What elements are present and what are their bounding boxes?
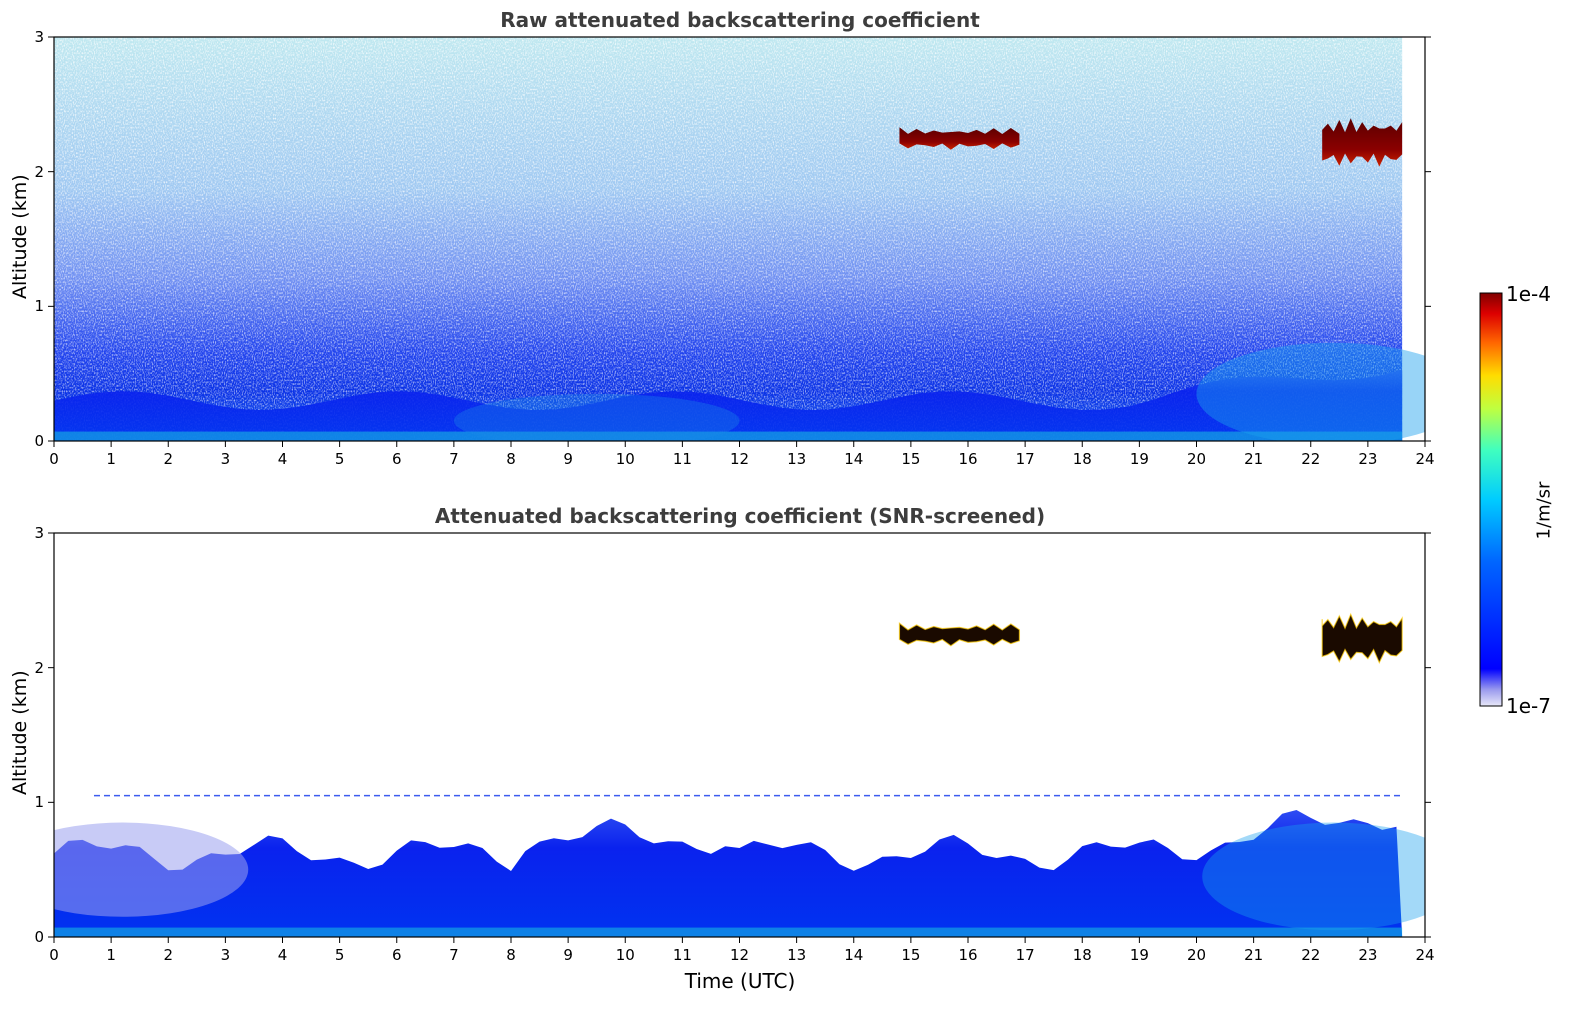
raw-noise-speckle xyxy=(54,37,1403,441)
x-tick-label: 4 xyxy=(277,946,288,964)
y-tick-label: 2 xyxy=(34,658,44,677)
aerosol-plume xyxy=(1196,342,1425,441)
x-tick-label: 5 xyxy=(334,946,345,964)
x-tick-label: 5 xyxy=(334,450,345,468)
screened-y-axis-label: Altitude (km) xyxy=(9,670,31,795)
x-tick-label: 21 xyxy=(1244,946,1264,964)
x-tick-label: 0 xyxy=(49,450,59,468)
x-tick-label: 12 xyxy=(729,946,750,964)
y-tick-label: 3 xyxy=(34,28,44,46)
aerosol-plume xyxy=(54,822,249,917)
x-tick-label: 19 xyxy=(1129,450,1149,468)
x-tick-label: 23 xyxy=(1358,450,1378,468)
x-tick-label: 18 xyxy=(1072,450,1092,468)
x-tick-label: 3 xyxy=(220,946,231,964)
x-tick-label: 8 xyxy=(506,946,516,964)
x-tick-label: 13 xyxy=(787,450,807,468)
x-tick-label: 10 xyxy=(615,946,635,964)
x-tick-label: 10 xyxy=(615,450,635,468)
colorbar-min-label: 1e-7 xyxy=(1506,694,1551,718)
screened-panel xyxy=(48,532,1431,943)
cloud-layer xyxy=(899,127,1020,150)
x-tick-label: 22 xyxy=(1301,450,1321,468)
x-tick-label: 24 xyxy=(1415,450,1435,468)
aerosol-plume xyxy=(1202,822,1425,931)
x-tick-label: 15 xyxy=(901,450,921,468)
boundary-layer-layer xyxy=(54,369,1403,441)
x-tick-label: 6 xyxy=(391,946,402,964)
boundary-layer-layer xyxy=(54,810,1403,937)
x-tick-label: 8 xyxy=(506,450,516,468)
x-tick-label: 0 xyxy=(49,946,59,964)
x-tick-label: 3 xyxy=(220,450,231,468)
x-tick-label: 15 xyxy=(901,946,921,964)
y-tick-label: 3 xyxy=(34,524,44,542)
x-tick-label: 19 xyxy=(1129,946,1149,964)
y-tick-label: 1 xyxy=(34,793,44,812)
cloud-layer xyxy=(899,623,1020,646)
y-tick-label: 1 xyxy=(34,297,44,316)
x-tick-label: 7 xyxy=(449,450,459,468)
x-tick-label: 2 xyxy=(163,946,174,964)
x-tick-label: 9 xyxy=(563,450,573,468)
x-tick-label: 16 xyxy=(958,450,978,468)
raw-panel xyxy=(48,36,1431,447)
x-tick-label: 11 xyxy=(672,946,692,964)
surface-layer xyxy=(54,431,1403,441)
x-tick-label: 12 xyxy=(729,450,750,468)
raw-y-axis-label: Altitude (km) xyxy=(9,174,31,299)
colorbar-max-label: 1e-4 xyxy=(1506,282,1551,306)
x-tick-label: 6 xyxy=(391,450,402,468)
colorbar xyxy=(1479,292,1503,707)
x-tick-label: 13 xyxy=(787,946,807,964)
x-tick-label: 7 xyxy=(449,946,459,964)
y-tick-label: 2 xyxy=(34,162,44,181)
x-tick-label: 17 xyxy=(1015,450,1035,468)
x-tick-label: 23 xyxy=(1358,946,1378,964)
x-tick-label: 9 xyxy=(563,946,573,964)
raw-ticks xyxy=(48,36,1431,447)
x-tick-label: 14 xyxy=(844,450,864,468)
x-tick-label: 2 xyxy=(163,450,174,468)
raw-backscatter-heatmap xyxy=(54,37,1425,441)
colorbar-gradient xyxy=(1479,292,1503,707)
x-tick-label: 16 xyxy=(958,946,978,964)
x-tick-label: 4 xyxy=(277,450,288,468)
y-tick-label: 0 xyxy=(34,432,44,450)
x-axis-label: Time (UTC) xyxy=(684,969,796,993)
screened-ticks xyxy=(48,532,1431,943)
y-tick-label: 0 xyxy=(34,928,44,946)
screened-backscatter-heatmap xyxy=(54,612,1425,937)
x-tick-label: 18 xyxy=(1072,946,1092,964)
cloud-edge xyxy=(1321,612,1403,664)
x-tick-label: 21 xyxy=(1244,450,1264,468)
x-tick-label: 20 xyxy=(1186,946,1207,964)
raw-panel-title: Raw attenuated backscattering coefficien… xyxy=(500,8,980,32)
surface-layer xyxy=(54,927,1403,937)
x-tick-label: 22 xyxy=(1301,946,1321,964)
colorbar-unit-label: 1/m/sr xyxy=(1533,481,1555,540)
x-tick-label: 24 xyxy=(1415,946,1435,964)
x-tick-label: 14 xyxy=(844,946,864,964)
cloud-layer xyxy=(1322,614,1403,663)
aerosol-plume xyxy=(453,393,740,441)
x-tick-label: 17 xyxy=(1015,946,1035,964)
screened-panel-title: Attenuated backscattering coefficient (S… xyxy=(434,504,1046,528)
x-tick-label: 1 xyxy=(106,450,116,468)
cloud-edge xyxy=(898,621,1021,647)
x-tick-label: 1 xyxy=(106,946,116,964)
x-tick-label: 11 xyxy=(672,450,692,468)
cloud-layer xyxy=(1322,118,1403,167)
x-tick-label: 20 xyxy=(1186,450,1207,468)
